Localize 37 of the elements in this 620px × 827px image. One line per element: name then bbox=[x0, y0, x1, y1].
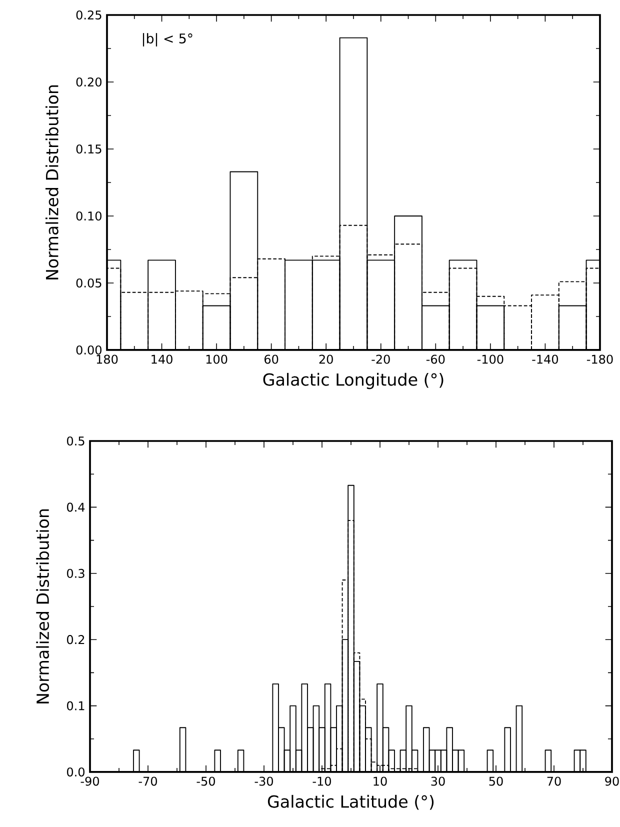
x-tick-label: -30 bbox=[254, 776, 273, 786]
y-tick-label: 0.00 bbox=[76, 345, 102, 355]
y-tick-label: 0.2 bbox=[67, 635, 84, 644]
annotation: |b| < 5° bbox=[142, 33, 192, 46]
x-tick-label: -140 bbox=[532, 354, 558, 364]
y-tick-label: 0.25 bbox=[76, 10, 102, 20]
x-tick-label: -90 bbox=[80, 776, 99, 786]
x-tick-label: 60 bbox=[264, 354, 278, 364]
y-tick-label: 0.10 bbox=[76, 211, 102, 221]
x-tick-label: -50 bbox=[196, 776, 215, 786]
x-tick-label: -20 bbox=[372, 354, 390, 364]
y-axis-title: Normalized Distribution bbox=[36, 509, 50, 704]
x-tick-label: -100 bbox=[477, 354, 504, 364]
x-tick-label: 10 bbox=[374, 776, 387, 786]
y-tick-label: 0.3 bbox=[67, 568, 84, 578]
x-axis-title: Galactic Latitude (°) bbox=[268, 794, 434, 810]
x-tick-label: 140 bbox=[152, 354, 172, 364]
y-tick-label: 0.15 bbox=[76, 144, 102, 154]
x-tick-label: -10 bbox=[312, 776, 331, 786]
y-tick-label: 0.4 bbox=[67, 502, 85, 512]
x-tick-label: 20 bbox=[319, 354, 333, 364]
x-tick-label: 50 bbox=[489, 776, 503, 786]
x-tick-label: -60 bbox=[426, 354, 445, 364]
x-tick-label: -180 bbox=[586, 354, 613, 364]
x-tick-label: 180 bbox=[96, 354, 118, 364]
x-axis-title: Galactic Longitude (°) bbox=[263, 372, 444, 390]
y-tick-label: 0.5 bbox=[67, 436, 84, 446]
x-tick-label: 70 bbox=[547, 776, 561, 786]
x-tick-label: 90 bbox=[605, 776, 619, 786]
y-tick-label: 0.0 bbox=[67, 767, 84, 777]
x-tick-label: -70 bbox=[138, 776, 157, 786]
x-tick-label: 100 bbox=[206, 354, 228, 364]
y-axis-title: Normalized Distribution bbox=[46, 85, 58, 280]
x-tick-label: 30 bbox=[431, 776, 445, 786]
y-tick-label: 0.20 bbox=[76, 77, 102, 87]
y-tick-label: 0.05 bbox=[76, 278, 102, 288]
y-tick-label: 0.1 bbox=[67, 701, 84, 710]
